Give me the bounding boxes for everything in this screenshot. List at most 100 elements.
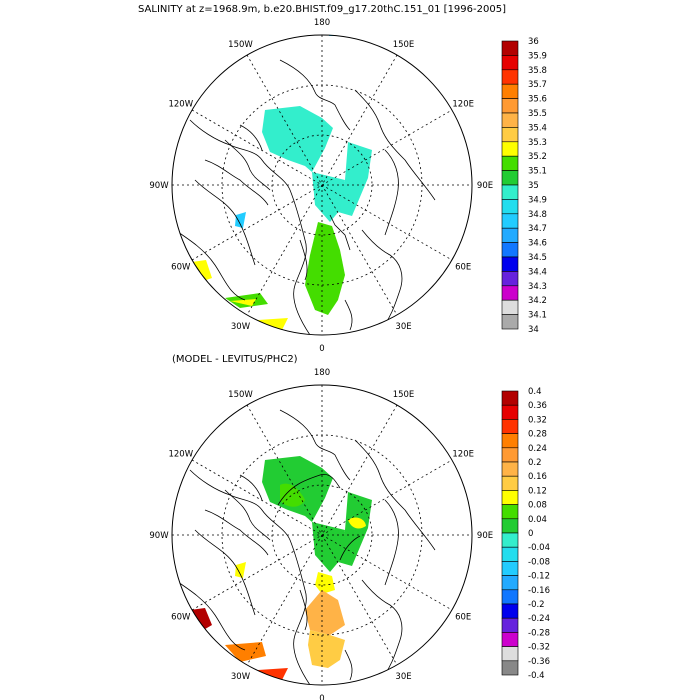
longitude-label: 90W [149, 181, 169, 191]
colorbar-swatch [501, 141, 519, 157]
longitude-label: 120W [168, 450, 193, 460]
longitude-label: 90E [477, 181, 493, 191]
zero-contour [277, 473, 361, 561]
colorbar-swatch [501, 475, 519, 491]
colorbar-swatch [501, 646, 519, 662]
colorbar-swatch [501, 83, 519, 99]
longitude-label: 0 [319, 344, 324, 354]
colorbar-tick-label: 0.08 [528, 501, 547, 511]
region-eurasian-basin [338, 492, 372, 566]
longitude-labels: 180 150E 120E 90E 60E 30E 0 30W 60W 90W 120W 150W [149, 18, 493, 354]
longitude-label: 60W [171, 613, 191, 623]
region-eurasian-basin [338, 142, 372, 216]
colorbar-tick-label: 35.5 [528, 109, 547, 119]
colorbar-swatch [501, 546, 519, 562]
region-baffin-bay [235, 212, 246, 228]
longitude-label: 60E [455, 613, 471, 623]
colorbar-swatch [501, 285, 519, 301]
colorbar-tick-label: 34.9 [528, 195, 547, 205]
colorbar-tick-label: 0.04 [528, 515, 547, 525]
colorbar-tick-label: -0.08 [528, 557, 550, 567]
colorbar-swatch [501, 390, 519, 406]
longitude-label: 30E [395, 322, 411, 332]
colorbar-swatch [501, 170, 519, 186]
region-eurasian-basin-core [348, 517, 366, 529]
salinity-map-title: SALINITY at z=1968.9m, b.e20.BHIST.f09_g… [138, 4, 506, 15]
colorbar-swatch [501, 603, 519, 619]
colorbar-tick-label: -0.04 [528, 543, 550, 553]
colorbar-swatch [501, 504, 519, 520]
colorbar-swatch [501, 617, 519, 633]
salinity-map-panel: SALINITY at z=1968.9m, b.e20.BHIST.f09_g… [138, 4, 547, 354]
region-central-arctic [312, 172, 345, 222]
colorbar-tick-label: 35.4 [528, 123, 547, 133]
region-mid-atlantic [258, 668, 288, 680]
colorbar-tick-label: 35.6 [528, 95, 547, 105]
colorbar-tick-label: 34.2 [528, 296, 547, 306]
colorbar-tick-label: 0 [528, 529, 533, 539]
colorbar-swatch [501, 589, 519, 605]
colorbar-tick-label: 0.2 [528, 458, 542, 468]
colorbar-tick-label: -0.24 [528, 614, 550, 624]
colorbar-swatch [501, 112, 519, 128]
colorbar-swatch [501, 271, 519, 287]
map-coastlines [174, 59, 436, 335]
longitude-label: 120W [168, 100, 193, 110]
colorbar-swatch [501, 490, 519, 505]
colorbar-swatch [501, 532, 519, 548]
colorbar-tick-label: 0.16 [528, 472, 547, 482]
colorbar-tick-label: 0.28 [528, 430, 547, 440]
longitude-label: 0 [319, 694, 324, 700]
colorbar-tick-label: 34.3 [528, 282, 547, 292]
colorbar-tick-label: -0.2 [528, 600, 545, 610]
colorbar-tick-label: 34.6 [528, 239, 547, 249]
colorbar-tick-label: -0.32 [528, 643, 550, 653]
colorbar-tick-label: -0.12 [528, 572, 550, 582]
colorbar-swatch [501, 461, 519, 477]
region-amerasian-basin [262, 106, 333, 172]
colorbar-tick-label: 0.4 [528, 387, 542, 397]
region-amerasian-basin [262, 456, 333, 522]
longitude-label: 30W [231, 322, 251, 332]
colorbar-swatch [501, 447, 519, 463]
longitude-label: 150E [393, 40, 415, 50]
colorbar-swatch [501, 299, 519, 315]
map-boundary [171, 34, 473, 336]
colorbar-swatch [501, 227, 519, 243]
colorbar-swatch [501, 55, 519, 71]
colorbar-swatch [501, 256, 519, 272]
longitude-label: 150E [393, 390, 415, 400]
colorbar-swatch [501, 69, 519, 85]
region-fram-strait [315, 572, 335, 594]
longitude-label: 60E [455, 263, 471, 273]
longitude-label: 120E [452, 100, 474, 110]
colorbar-tick-label: 35.7 [528, 80, 547, 90]
region-baffin-bay [235, 562, 246, 578]
difference-colorbar: 0.4 0.36 0.32 0.28 0.24 0.2 0.16 0.12 0.08 0.04 0 -… [501, 387, 550, 681]
colorbar-tick-label: 34 [528, 325, 539, 335]
longitude-label: 120E [452, 450, 474, 460]
region-nordic-seas [305, 222, 345, 315]
colorbar-swatch [501, 242, 519, 258]
longitude-label: 150W [228, 390, 253, 400]
colorbar-swatch [501, 184, 519, 200]
longitude-label: 90E [477, 531, 493, 541]
colorbar-tick-label: 34.1 [528, 311, 547, 321]
colorbar-swatch [501, 155, 519, 171]
colorbar-swatch [501, 98, 519, 114]
colorbar-tick-label: 35.8 [528, 66, 547, 76]
colorbar-tick-label: 36 [528, 37, 539, 47]
colorbar-swatch [501, 575, 519, 591]
colorbar-swatch [501, 213, 519, 229]
colorbar-tick-label: 0.12 [528, 486, 547, 496]
colorbar-tick-label: -0.4 [528, 671, 545, 681]
colorbar-tick-label: 0.24 [528, 444, 547, 454]
colorbar-swatch [501, 632, 519, 647]
salinity-colorbar: 36 35.9 35.8 35.7 35.6 35.5 35.4 35.3 35.2 35.1 35… [501, 37, 547, 335]
region-north-atlantic [225, 642, 266, 662]
colorbar-swatch [501, 660, 519, 676]
colorbar-swatch [501, 314, 519, 330]
difference-map-field [172, 385, 472, 685]
colorbar-tick-label: 35.1 [528, 167, 547, 177]
